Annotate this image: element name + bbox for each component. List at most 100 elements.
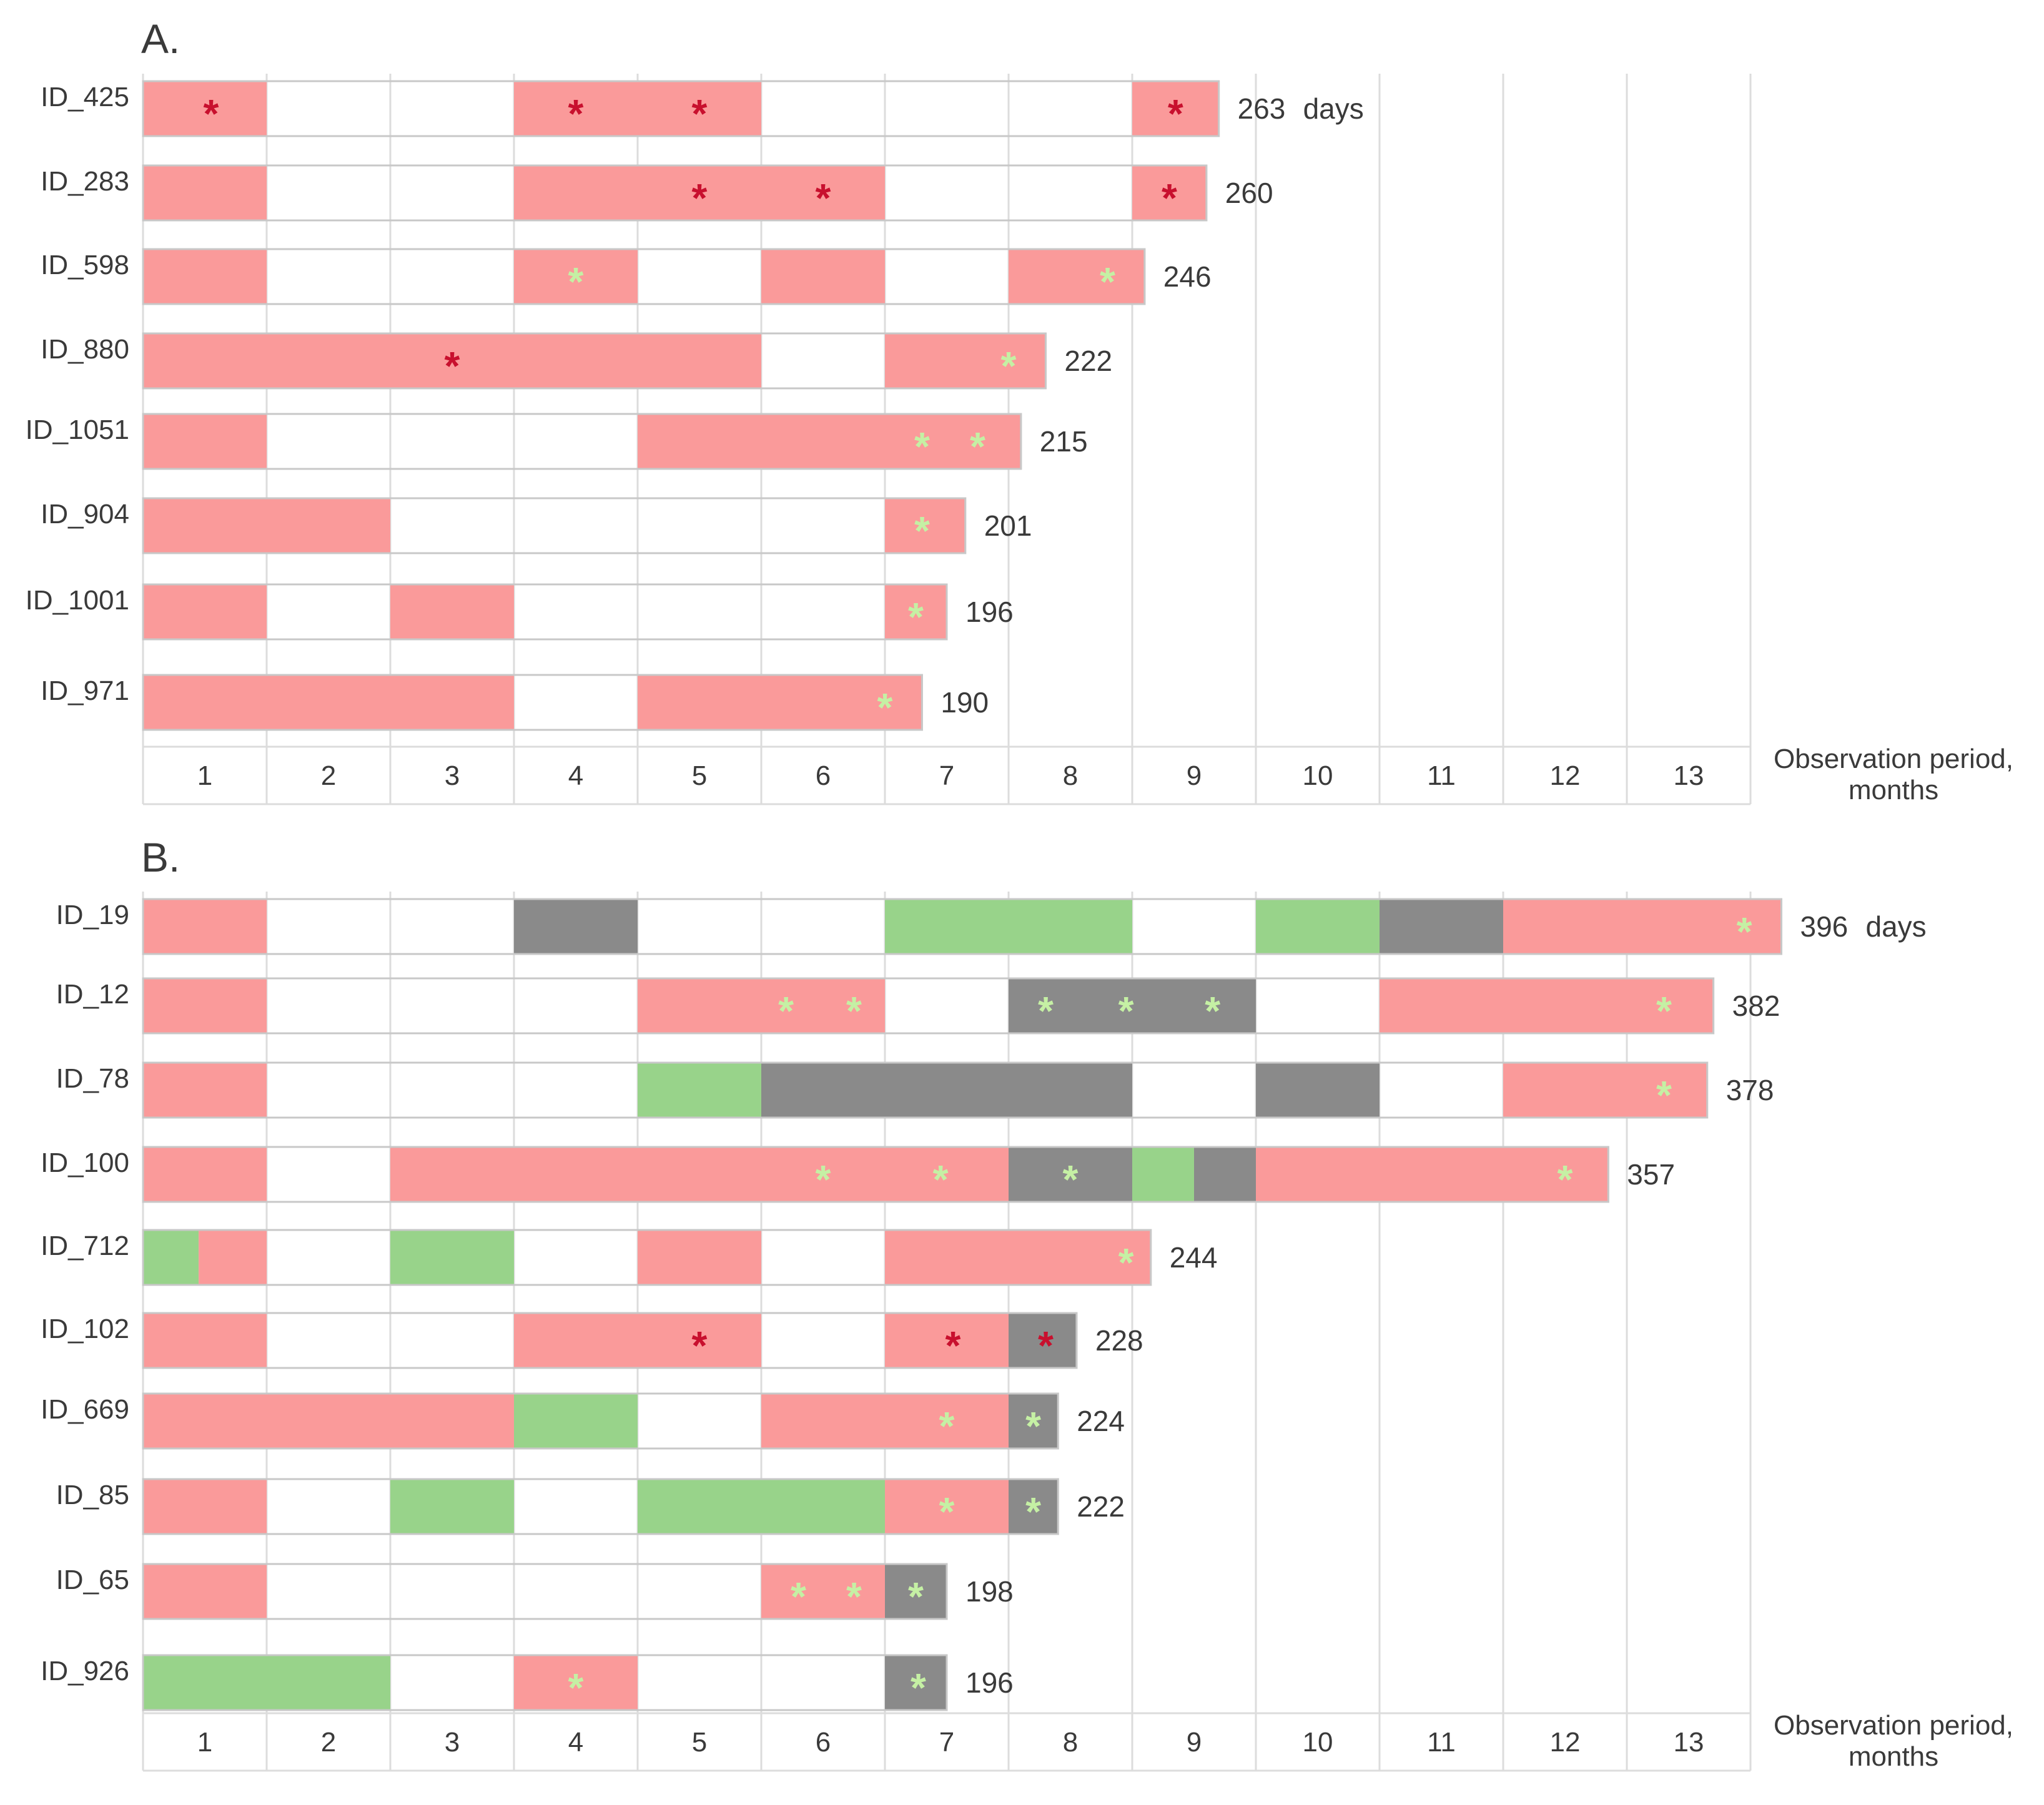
timeline-row-id-100: ID_100 * * * * 357 (41, 1146, 1675, 1203)
timeline-row-id-425: ID_425 * * * * 263 days (41, 80, 1364, 137)
total-days-label: 260 (1225, 177, 1273, 209)
bar-segment-red (143, 1313, 267, 1368)
bar-segment-green (514, 1394, 638, 1448)
row-label: ID_669 (41, 1394, 129, 1425)
bar-segment-red (638, 675, 922, 730)
marker-asterisk-green: * (939, 1489, 955, 1534)
bar-segment-red (390, 584, 514, 639)
total-days-label: 190 (941, 686, 989, 719)
row-label: ID_102 (41, 1314, 129, 1344)
x-tick-label: 7 (939, 760, 954, 791)
bar-segment-gray (1194, 1147, 1256, 1202)
total-days-label: 215 (1040, 425, 1088, 458)
marker-asterisk-green: * (778, 988, 794, 1033)
marker-asterisk-green: * (1025, 1404, 1041, 1448)
bar-segment-red (143, 165, 267, 220)
bar-segment-red (1009, 249, 1145, 304)
x-axis-title-unit: months (1849, 775, 1938, 805)
row-label: ID_926 (41, 1656, 129, 1686)
bar-outline (142, 80, 1220, 137)
marker-asterisk-red: * (945, 1323, 960, 1368)
bar-outline (142, 1146, 1609, 1203)
bar-segment-red (761, 249, 885, 304)
x-tick-label: 6 (816, 760, 831, 791)
marker-asterisk-red: * (203, 91, 219, 136)
bar-segment-red (143, 1564, 267, 1619)
bar-segment-red (514, 249, 638, 304)
row-label: ID_1051 (26, 415, 129, 445)
marker-asterisk-red: * (568, 91, 584, 136)
x-tick-label: 10 (1303, 1727, 1333, 1758)
x-tick-label: 9 (1187, 1727, 1202, 1758)
bar-segment-red (143, 333, 761, 388)
marker-asterisk-green: * (791, 1574, 806, 1619)
bar-segment-red (1503, 899, 1782, 954)
total-days-label: 224 (1077, 1405, 1125, 1437)
x-tick-label: 10 (1303, 760, 1333, 791)
panel-title: B. (141, 834, 180, 880)
row-label: ID_1001 (26, 585, 129, 616)
x-tick-label: 7 (939, 1727, 954, 1758)
bar-segment-red (143, 978, 267, 1033)
bar-outline (142, 1061, 1709, 1119)
timeline-row-id-904: ID_904 * 201 (41, 497, 1032, 554)
row-label: ID_598 (41, 250, 129, 280)
bar-segment-red (143, 1394, 514, 1448)
bar-segment-gray (885, 1564, 947, 1619)
marker-asterisk-green: * (1205, 988, 1220, 1033)
x-tick-label: 3 (445, 1727, 460, 1758)
bar-segment-red (761, 1394, 1009, 1448)
x-tick-label: 11 (1427, 760, 1456, 791)
marker-asterisk-green: * (914, 508, 930, 553)
bar-segment-green (1132, 1147, 1194, 1202)
bar-segment-red (885, 1230, 1151, 1285)
bar-segment-red (1132, 81, 1219, 136)
marker-asterisk-green: * (1737, 909, 1752, 954)
marker-asterisk-green: * (1025, 1489, 1041, 1534)
bar-segment-green (390, 1479, 514, 1534)
timeline-row-id-971: ID_971 * 190 (41, 674, 989, 731)
marker-asterisk-green: * (908, 1574, 924, 1619)
bar-segment-red (143, 498, 390, 553)
x-tick-label: 5 (692, 1727, 707, 1758)
marker-asterisk-green: * (1118, 988, 1134, 1033)
x-tick-label: 4 (568, 1727, 583, 1758)
marker-asterisk-green: * (1063, 1157, 1079, 1202)
bar-segment-green (1256, 899, 1380, 954)
bar-outline (142, 1563, 948, 1620)
total-days-label: 201 (984, 509, 1032, 542)
x-axis-title: Observation period, (1774, 1710, 2013, 1741)
marker-asterisk-green: * (970, 424, 985, 469)
total-days-label: 196 (965, 1666, 1014, 1699)
timeline-row-id-283: ID_283 * * * 260 (41, 164, 1273, 222)
bar-segment-gray (1009, 1394, 1059, 1448)
marker-asterisk-green: * (846, 988, 862, 1033)
bar-segment-gray (761, 1063, 1132, 1118)
marker-asterisk-green: * (1038, 988, 1054, 1033)
timeline-row-id-880: ID_880 * * 222 (41, 332, 1112, 390)
x-tick-label: 8 (1063, 1727, 1078, 1758)
total-days-label: 357 (1627, 1158, 1675, 1191)
bar-outline (142, 1229, 1152, 1286)
bar-segment-red (885, 333, 1046, 388)
bar-segment-red (885, 1313, 1009, 1368)
timeline-row-id-926: ID_926 * * 196 (41, 1654, 1014, 1711)
bar-outline (142, 1478, 1059, 1535)
bar-outline (142, 898, 1782, 955)
bar-segment-red (885, 1479, 1009, 1534)
marker-asterisk-green: * (1558, 1157, 1573, 1202)
row-label: ID_12 (56, 979, 129, 1010)
bar-segment-red (143, 899, 267, 954)
units-label: days (1303, 92, 1364, 125)
timeline-row-id-102: ID_102 * * * 228 (41, 1312, 1143, 1369)
row-label: ID_19 (56, 900, 129, 930)
bar-outline (142, 332, 1047, 390)
row-label: ID_425 (41, 82, 129, 112)
x-tick-label: 9 (1187, 760, 1202, 791)
bar-segment-red (143, 1147, 267, 1202)
bar-segment-green (638, 1063, 761, 1118)
total-days-label: 222 (1064, 345, 1112, 377)
